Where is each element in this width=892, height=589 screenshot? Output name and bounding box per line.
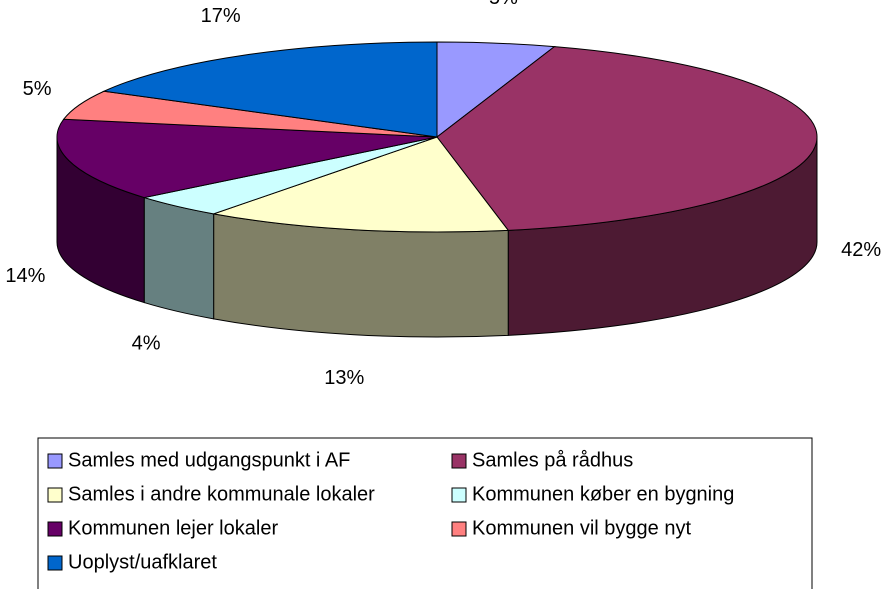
legend-swatch <box>47 487 63 503</box>
legend-swatch <box>47 521 63 537</box>
data-label: 42% <box>841 239 881 261</box>
legend-swatch <box>451 521 467 537</box>
slice-side <box>143 196 215 320</box>
legend-swatch <box>451 487 467 503</box>
slice <box>436 46 818 231</box>
legend-label: Samles med udgangspunkt i AF <box>68 449 350 471</box>
legend-label: Uoplyst/uafklaret <box>68 551 217 573</box>
legend-swatch <box>451 453 467 469</box>
slice-side <box>213 213 509 338</box>
data-label: 4% <box>132 332 161 354</box>
legend-swatch <box>47 555 63 571</box>
slice <box>211 136 510 233</box>
data-label: 13% <box>324 367 364 389</box>
legend-box <box>37 437 813 589</box>
data-label: 5% <box>23 78 52 100</box>
slice <box>102 41 438 138</box>
legend-label: Kommunen vil bygge nyt <box>472 517 691 539</box>
legend-label: Samles i andre kommunale lokaler <box>68 483 375 505</box>
data-label: 14% <box>5 265 45 287</box>
legend-label: Kommunen køber en bygning <box>472 483 734 505</box>
legend-label: Kommunen lejer lokaler <box>68 517 278 539</box>
legend-label: Samles på rådhus <box>472 449 633 471</box>
slice <box>56 118 438 199</box>
legend-swatch <box>47 453 63 469</box>
data-label: 17% <box>201 5 241 27</box>
data-label: 5% <box>489 0 518 9</box>
